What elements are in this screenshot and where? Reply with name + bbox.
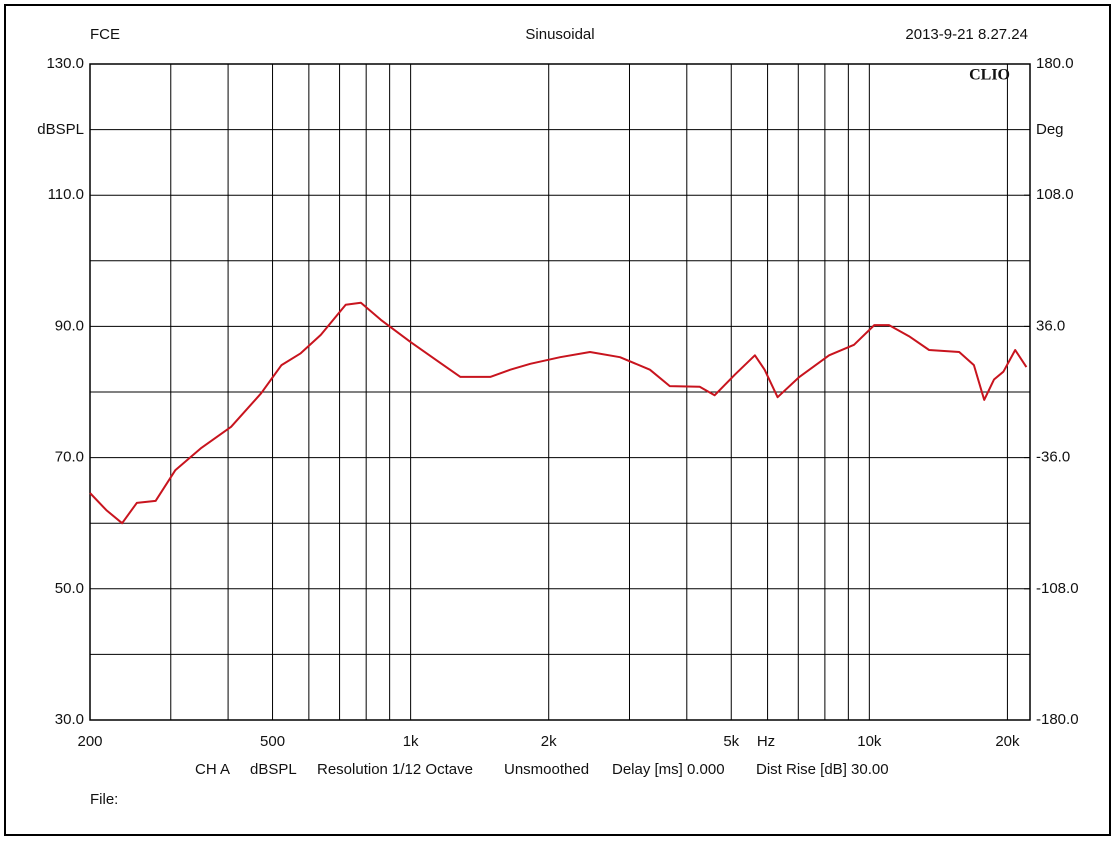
y-tick-label: 70.0	[55, 449, 84, 466]
y2-axis-label: Deg	[1036, 121, 1064, 138]
x-tick-label: 10k	[857, 733, 882, 750]
y-tick-label: 130.0	[46, 55, 84, 72]
file-label: File:	[90, 791, 118, 808]
x-tick-label: 2k	[541, 733, 557, 750]
brand: CLIO	[969, 67, 1010, 84]
x-tick-label: 20k	[995, 733, 1020, 750]
y-tick-label: 30.0	[55, 711, 84, 728]
y2-tick-label: -36.0	[1036, 449, 1070, 466]
info-item: Resolution 1/12 Octave	[317, 761, 473, 778]
chart-title: Sinusoidal	[525, 26, 594, 43]
y-tick-label: 110.0	[48, 186, 84, 203]
x-tick-label: 5k	[723, 733, 739, 750]
x-tick-label: 500	[260, 733, 285, 750]
info-item: Dist Rise [dB] 30.00	[756, 761, 889, 778]
info-item: dBSPL	[250, 761, 297, 778]
frame	[4, 4, 1111, 836]
y-axis-label: dBSPL	[37, 121, 84, 138]
header-left: FCE	[90, 26, 120, 43]
y-tick-label: 90.0	[55, 317, 84, 334]
y2-tick-label: 108.0	[1036, 186, 1074, 203]
info-item: Delay [ms] 0.000	[612, 761, 725, 778]
info-item: Unsmoothed	[504, 761, 589, 778]
y2-tick-label: -180.0	[1036, 711, 1079, 728]
series-line	[89, 301, 1028, 525]
y2-tick-label: 180.0	[1036, 55, 1074, 72]
x-tick-label: 1k	[403, 733, 419, 750]
y-tick-label: 50.0	[55, 580, 84, 597]
timestamp: 2013-9-21 8.27.24	[905, 26, 1028, 43]
y2-tick-label: -108.0	[1036, 580, 1079, 597]
x-tick-label: 200	[77, 733, 102, 750]
info-item: CH A	[195, 761, 230, 778]
x-axis-label: Hz	[757, 733, 775, 750]
y2-tick-label: 36.0	[1036, 317, 1065, 334]
